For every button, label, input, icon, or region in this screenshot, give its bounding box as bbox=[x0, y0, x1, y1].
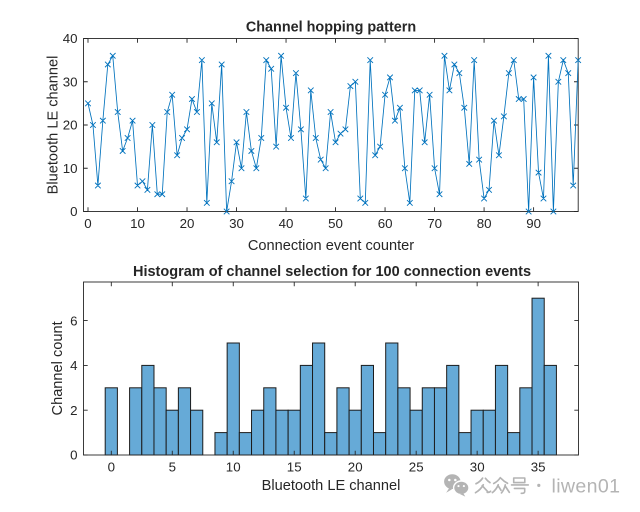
svg-text:20: 20 bbox=[348, 460, 363, 475]
svg-text:20: 20 bbox=[180, 216, 195, 231]
svg-text:40: 40 bbox=[63, 31, 78, 46]
svg-text:0: 0 bbox=[108, 460, 115, 475]
svg-text:15: 15 bbox=[287, 460, 302, 475]
svg-text:10: 10 bbox=[226, 460, 241, 475]
svg-text:6: 6 bbox=[70, 313, 77, 328]
svg-text:Connection event counter: Connection event counter bbox=[248, 238, 414, 254]
svg-text:Bluetooth LE channel: Bluetooth LE channel bbox=[46, 56, 62, 195]
svg-text:Bluetooth LE channel: Bluetooth LE channel bbox=[262, 478, 401, 494]
svg-text:4: 4 bbox=[70, 358, 77, 373]
svg-text:liwen01: liwen01 bbox=[552, 475, 621, 497]
svg-text:20: 20 bbox=[63, 118, 78, 133]
svg-text:Channel hopping pattern: Channel hopping pattern bbox=[246, 20, 416, 36]
svg-text:30: 30 bbox=[229, 216, 244, 231]
svg-text:10: 10 bbox=[130, 216, 145, 231]
svg-text:Histogram of channel selection: Histogram of channel selection for 100 c… bbox=[133, 264, 531, 280]
svg-text:50: 50 bbox=[328, 216, 343, 231]
svg-text:0: 0 bbox=[84, 216, 91, 231]
svg-text:10: 10 bbox=[63, 161, 78, 176]
svg-text:2: 2 bbox=[70, 403, 77, 418]
svg-text:Channel count: Channel count bbox=[50, 321, 66, 415]
svg-text:30: 30 bbox=[470, 460, 485, 475]
svg-text:0: 0 bbox=[70, 204, 77, 219]
svg-text:70: 70 bbox=[427, 216, 442, 231]
svg-text:40: 40 bbox=[279, 216, 294, 231]
svg-text:5: 5 bbox=[169, 460, 176, 475]
svg-text:25: 25 bbox=[409, 460, 424, 475]
svg-text:0: 0 bbox=[70, 448, 77, 463]
svg-text:80: 80 bbox=[477, 216, 492, 231]
svg-text:90: 90 bbox=[526, 216, 541, 231]
svg-text:60: 60 bbox=[378, 216, 393, 231]
svg-text:30: 30 bbox=[63, 75, 78, 90]
svg-text:35: 35 bbox=[531, 460, 546, 475]
